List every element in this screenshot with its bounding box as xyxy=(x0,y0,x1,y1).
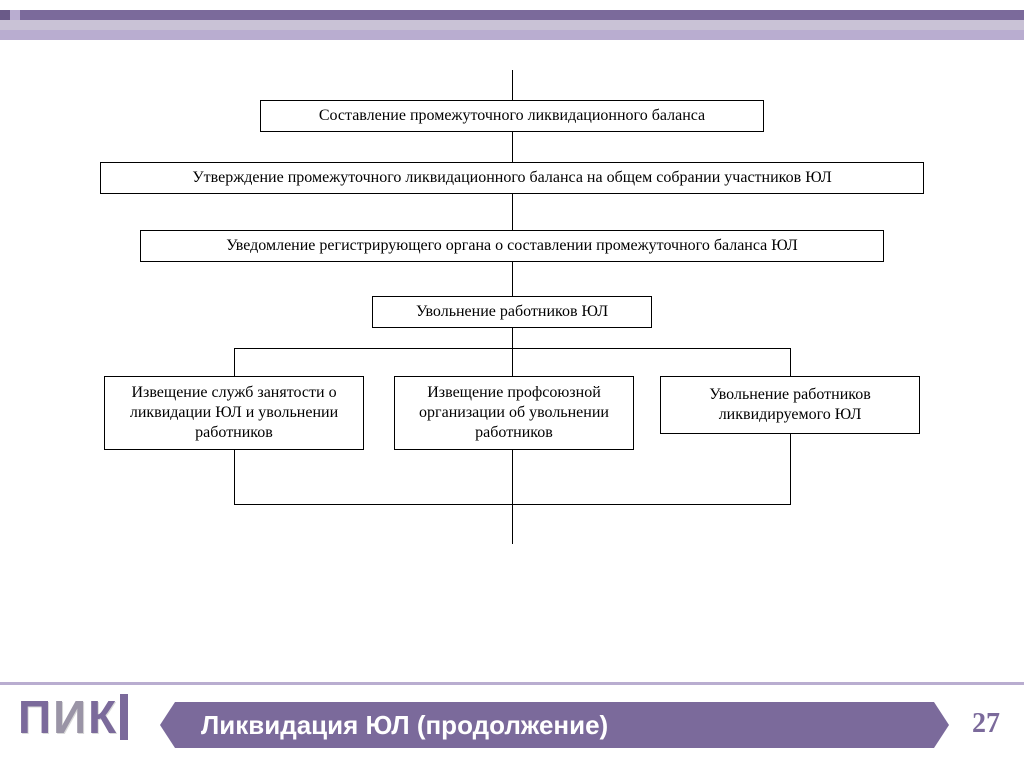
connector xyxy=(512,70,513,100)
title-chevron-left xyxy=(160,702,175,748)
stripe-2 xyxy=(0,20,1024,30)
top-stripe xyxy=(0,10,1024,40)
flow-node-n3: Уведомление регистрирующего органа о сос… xyxy=(140,230,884,262)
flow-node-n2: Утверждение промежуточного ликвидационно… xyxy=(100,162,924,194)
slide-title: Ликвидация ЮЛ (продолжение) xyxy=(175,702,934,748)
connector xyxy=(512,132,513,162)
connector xyxy=(790,434,791,504)
connector xyxy=(234,348,235,376)
connector xyxy=(512,328,513,376)
stripe-1 xyxy=(20,10,1024,20)
corner-dot-2 xyxy=(10,10,20,20)
flow-node-n7: Увольнение работников ликвидируемого ЮЛ xyxy=(660,376,920,434)
page-number: 27 xyxy=(972,708,1000,740)
connector xyxy=(234,450,235,504)
connector xyxy=(512,504,513,544)
connector xyxy=(512,450,513,504)
logo-letter-1: П xyxy=(18,694,51,740)
connector xyxy=(512,262,513,296)
footer-line xyxy=(0,682,1024,685)
flow-node-n1: Составление промежуточного ликвидационно… xyxy=(260,100,764,132)
connector xyxy=(790,348,791,376)
title-chevron-right xyxy=(934,702,949,748)
stripe-3 xyxy=(0,30,1024,40)
flow-node-n6: Извещение профсоюзной организации об уво… xyxy=(394,376,634,450)
logo: П И К xyxy=(18,694,128,740)
slide-footer: П И К Ликвидация ЮЛ (продолжение) 27 xyxy=(0,682,1024,768)
corner-dot-1 xyxy=(0,10,10,20)
flow-node-n5: Извещение служб занятости о ликвидации Ю… xyxy=(104,376,364,450)
flowchart: Составление промежуточного ликвидационно… xyxy=(0,70,1024,630)
connector xyxy=(512,194,513,230)
logo-bar xyxy=(120,694,128,740)
flow-node-n4: Увольнение работников ЮЛ xyxy=(372,296,652,328)
logo-letter-3: К xyxy=(88,694,116,740)
logo-letter-2: И xyxy=(53,694,86,740)
